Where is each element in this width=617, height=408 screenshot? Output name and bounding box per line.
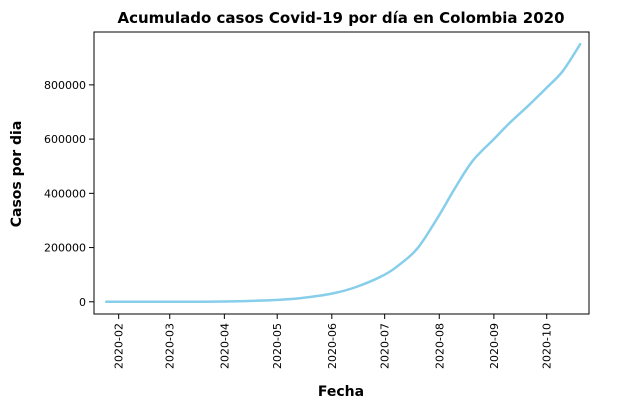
y-tick-label: 600000 <box>44 133 86 146</box>
x-tick-label: 2020-08 <box>433 323 446 369</box>
x-tick-label: 2020-06 <box>326 323 339 369</box>
y-tick-label: 200000 <box>44 242 86 255</box>
y-tick-label: 400000 <box>44 187 86 200</box>
x-tick-label: 2020-07 <box>379 323 392 369</box>
x-tick-label: 2020-02 <box>113 323 126 369</box>
x-tick-label: 2020-04 <box>218 323 231 369</box>
x-axis-label: Fecha <box>318 384 364 400</box>
x-tick-label: 2020-10 <box>541 323 554 369</box>
plot-frame <box>93 31 590 315</box>
x-tick-label: 2020-09 <box>488 323 501 369</box>
plot-area <box>105 42 582 304</box>
chart-title: Acumulado casos Covid-19 por día en Colo… <box>117 9 564 27</box>
x-tick-label: 2020-05 <box>271 323 284 369</box>
y-axis: 0 200000 400000 600000 800000 <box>44 79 94 309</box>
y-tick-label: 0 <box>79 296 86 309</box>
series-line <box>105 42 582 304</box>
x-tick-label: 2020-03 <box>164 323 177 369</box>
y-axis-label: Casos por dia <box>9 121 25 228</box>
y-tick-label: 800000 <box>44 79 86 92</box>
x-axis: 2020-02 2020-03 2020-04 2020-05 2020-06 2020-… <box>113 314 554 369</box>
